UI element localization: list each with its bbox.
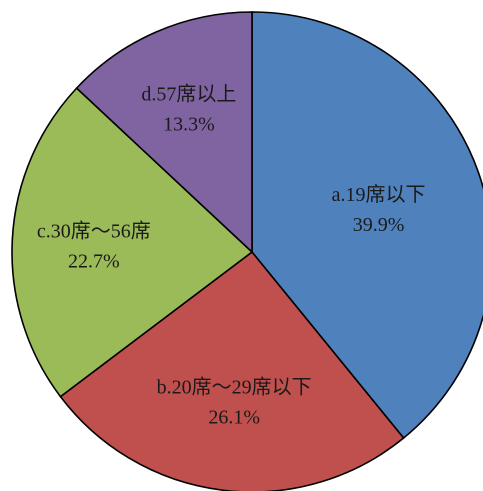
slice-category-label-d: d.57席以上 — [141, 83, 236, 106]
pie-slices — [11, 11, 483, 491]
slice-category-label-b: b.20席～29席以下 — [157, 376, 312, 399]
pie-slice-b — [59, 250, 405, 491]
slice-value-label-a: 39.9% — [353, 214, 405, 236]
pie-labels: a.19席以下 39.9% b.20席～29席以下 26.1% c.30席～56席 22.… — [37, 83, 426, 429]
pie-slice-d — [75, 11, 253, 254]
slice-value-label-c: 22.7% — [68, 251, 120, 273]
slice-category-label-a: a.19席以下 — [332, 183, 426, 206]
pie-slice-c — [11, 87, 254, 398]
slice-value-label-b: 26.1% — [208, 407, 260, 429]
slice-category-label-c: c.30席～56席 — [37, 220, 151, 243]
pie-slice-a — [251, 11, 483, 440]
slice-value-label-d: 13.3% — [163, 114, 215, 136]
